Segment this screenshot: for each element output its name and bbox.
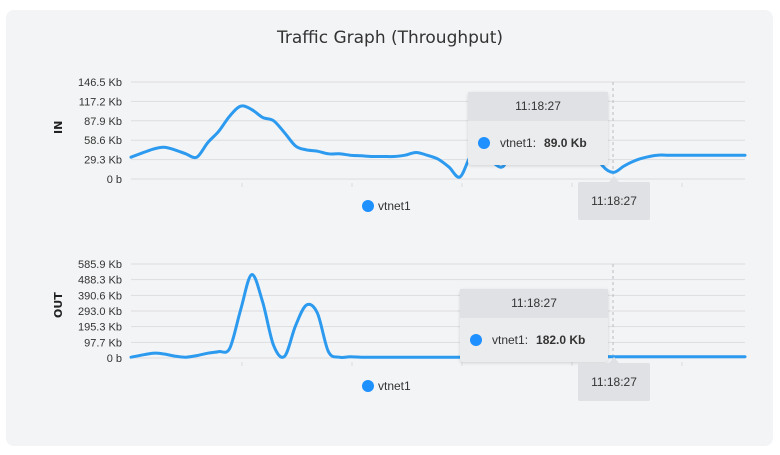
y-tick-label: 0 b xyxy=(107,174,122,186)
page-title: Traffic Graph (Throughput) xyxy=(276,28,504,48)
out-axis-label: OUT xyxy=(52,292,65,318)
y-tick-label: 87.9 Kb xyxy=(84,116,122,128)
y-tick-label: 117.2 Kb xyxy=(79,96,122,108)
y-tick-label: 488.3 Kb xyxy=(78,275,122,287)
in-legend[interactable]: vtnet1 xyxy=(362,199,411,213)
out-tooltip-time: 11:18:27 xyxy=(460,289,608,318)
series-color-dot xyxy=(362,380,374,392)
series-color-dot xyxy=(362,200,374,212)
in-tooltip: 11:18:27 vtnet1: 89.0 Kb xyxy=(468,92,608,165)
in-legend-label: vtnet1 xyxy=(378,199,411,213)
in-series-line xyxy=(129,104,747,179)
out-x-crosshair-label: 11:18:27 xyxy=(578,357,650,401)
in-tooltip-series: vtnet1: xyxy=(500,136,537,150)
out-tooltip: 11:18:27 vtnet1: 182.0 Kb xyxy=(460,289,608,362)
series-color-dot xyxy=(478,137,490,149)
y-tick-label: 390.6 Kb xyxy=(78,290,122,302)
out-legend-label: vtnet1 xyxy=(378,379,411,393)
y-tick-label: 0 b xyxy=(107,353,122,365)
y-tick-label: 195.3 Kb xyxy=(78,322,122,334)
out-series-line xyxy=(129,273,747,360)
out-legend[interactable]: vtnet1 xyxy=(362,379,411,393)
in-x-crosshair-label: 11:18:27 xyxy=(578,176,650,220)
out-tooltip-value: 182.0 Kb xyxy=(536,333,586,347)
y-tick-label: 29.3 Kb xyxy=(84,155,122,167)
y-tick-label: 293.0 Kb xyxy=(78,306,122,318)
y-tick-label: 585.9 Kb xyxy=(78,259,122,271)
series-color-dot xyxy=(470,334,482,346)
in-tooltip-time: 11:18:27 xyxy=(468,92,608,121)
in-tooltip-value: 89.0 Kb xyxy=(544,136,587,150)
y-tick-label: 146.5 Kb xyxy=(78,77,122,89)
in-axis-label: IN xyxy=(52,121,65,134)
y-tick-label: 97.7 Kb xyxy=(84,337,122,349)
out-tooltip-series: vtnet1: xyxy=(492,333,529,347)
y-tick-label: 58.6 Kb xyxy=(84,135,122,147)
